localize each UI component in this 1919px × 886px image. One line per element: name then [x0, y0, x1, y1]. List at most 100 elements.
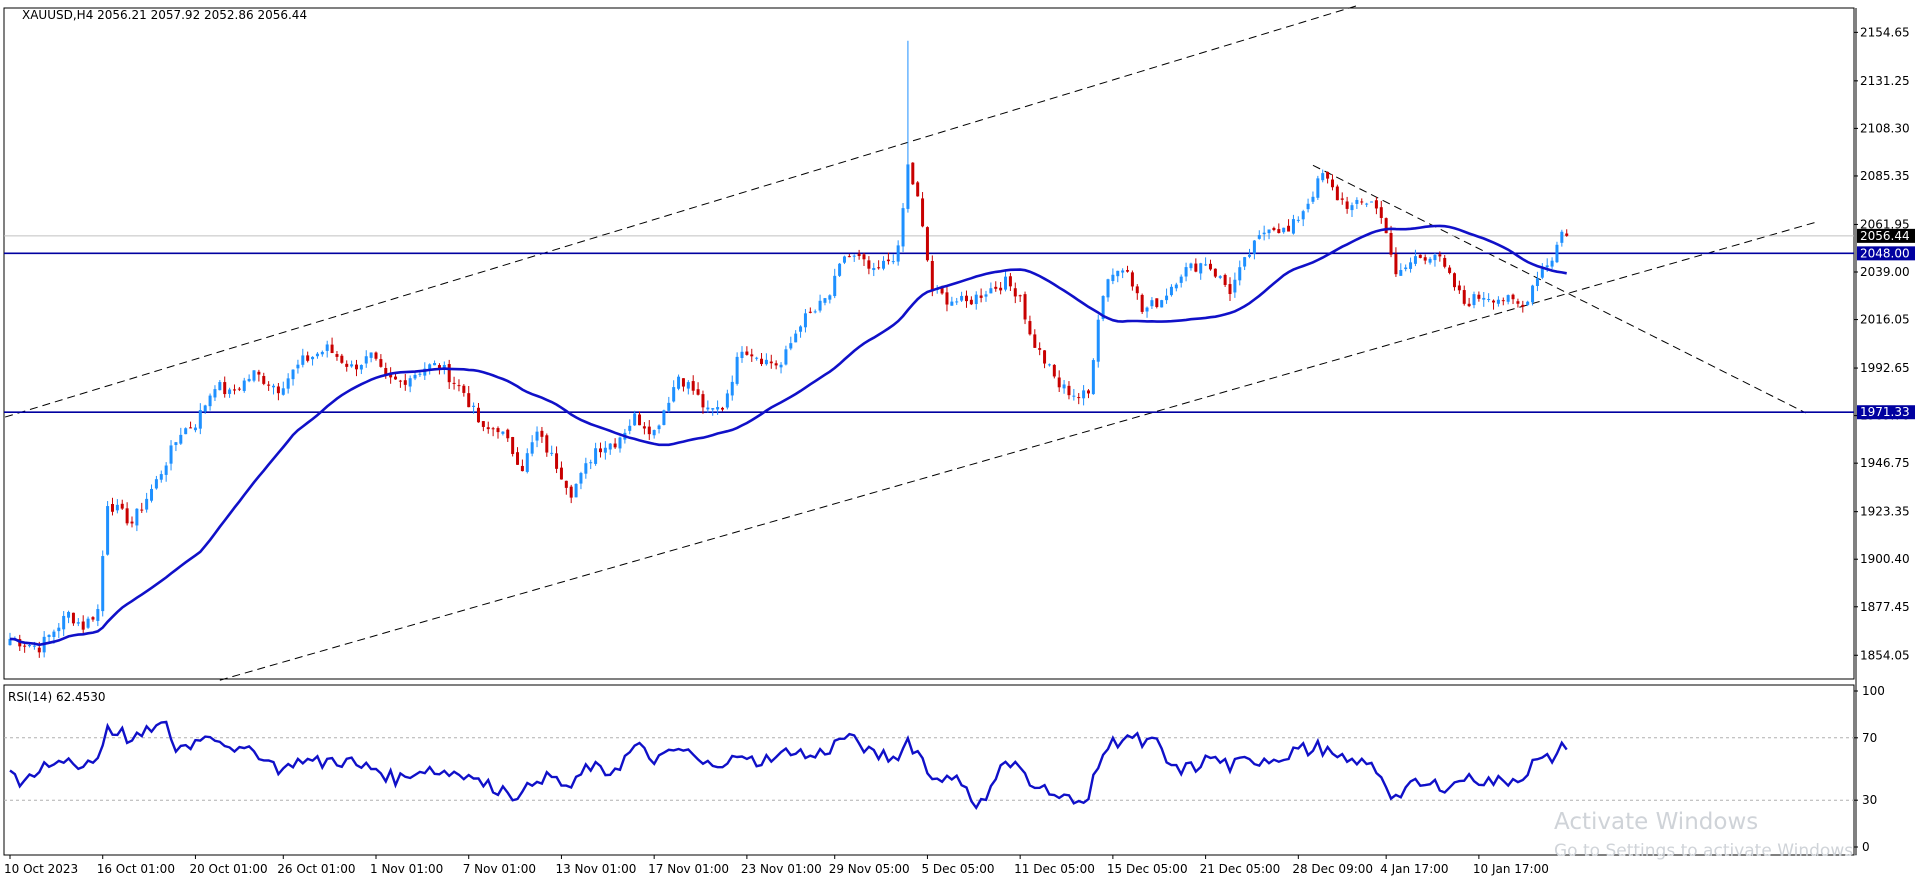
candle-body	[276, 386, 280, 394]
candle-body	[745, 351, 749, 355]
candle-body	[818, 300, 822, 311]
candle-body	[37, 647, 41, 653]
candle-body	[1267, 229, 1271, 234]
candle-body	[291, 369, 295, 380]
candle-body	[1091, 360, 1095, 395]
candle-body	[1443, 257, 1447, 267]
candle-body	[369, 352, 373, 358]
candle-body	[686, 382, 690, 389]
candle-body	[945, 292, 949, 305]
trend-channel-line	[4, 5, 1358, 418]
price-tick-label: 1923.35	[1860, 505, 1910, 519]
candle-body	[638, 414, 642, 426]
candle-body	[1052, 364, 1056, 377]
candle-body	[1457, 285, 1461, 291]
candle-body	[1516, 301, 1520, 304]
candle-body	[125, 508, 129, 524]
candle-body	[877, 267, 881, 269]
candle-body	[359, 365, 363, 370]
candle-body	[403, 380, 407, 385]
time-tick-label: 16 Oct 01:00	[97, 862, 175, 876]
time-tick-label: 10 Oct 2023	[4, 862, 78, 876]
candle-body	[62, 615, 66, 630]
candle-body	[1452, 273, 1456, 288]
price-pane-frame	[3, 7, 1855, 680]
candle-body	[559, 467, 563, 480]
candle-body	[779, 364, 783, 368]
candle-body	[1511, 294, 1515, 300]
price-tick-label: 2016.05	[1860, 313, 1910, 327]
candle-body	[784, 349, 788, 365]
candle-body	[1194, 263, 1198, 272]
candle-body	[228, 389, 232, 394]
candle-body	[1106, 279, 1110, 298]
candle-body	[1257, 235, 1261, 239]
rsi-pane-frame	[3, 684, 1855, 856]
candle-body	[1565, 233, 1569, 236]
candle-body	[1531, 285, 1535, 303]
candle-body	[1082, 390, 1086, 399]
candle-body	[428, 364, 432, 370]
candle-body	[1023, 294, 1027, 320]
candle-body	[1448, 267, 1452, 273]
time-tick-label: 26 Oct 01:00	[277, 862, 355, 876]
candle-body	[81, 621, 85, 630]
candle-body	[628, 425, 632, 431]
candle-body	[691, 381, 695, 391]
candle-body	[696, 389, 700, 395]
candle-body	[354, 364, 358, 370]
candle-body	[598, 448, 602, 453]
candle-body	[1150, 300, 1154, 307]
candle-body	[1111, 274, 1115, 282]
candle-body	[1560, 231, 1564, 243]
trend-channel-line	[1312, 164, 1807, 414]
candle-body	[720, 407, 724, 410]
candle-body	[838, 263, 842, 276]
candle-body	[1101, 296, 1105, 319]
candle-body	[911, 162, 915, 185]
candle-body	[550, 452, 554, 454]
candle-body	[1223, 274, 1227, 285]
candle-body	[198, 410, 202, 429]
rsi-pane[interactable]: 100 70 30 0	[3, 684, 1885, 856]
candle-body	[950, 301, 954, 306]
rsi-title: RSI(14) 62.4530	[8, 690, 106, 704]
candle-body	[984, 294, 988, 297]
candle-body	[1306, 203, 1310, 210]
price-pane[interactable]: 2154.65 2131.25 2108.30 2085.35 2061.95 2039.…	[3, 5, 1915, 681]
candle-body	[1135, 286, 1139, 294]
candle-body	[135, 508, 139, 526]
candle-body	[1155, 298, 1159, 307]
candle-body	[76, 622, 80, 624]
candle-body	[481, 421, 485, 427]
candle-body	[1272, 227, 1276, 231]
candle-body	[794, 333, 798, 343]
candle-body	[1340, 198, 1344, 200]
candle-body	[115, 504, 119, 511]
candle-body	[1018, 295, 1022, 297]
time-tick-label: 23 Nov 01:00	[741, 862, 822, 876]
candle-body	[1165, 295, 1169, 301]
candle-body	[725, 393, 729, 408]
candle-body	[603, 447, 607, 453]
candle-body	[1057, 377, 1061, 388]
candle-body	[1008, 276, 1012, 287]
candle-body	[467, 393, 471, 408]
candle-body	[213, 389, 217, 398]
candle-body	[1160, 300, 1164, 308]
rsi-tick-label: 70	[1862, 731, 1877, 745]
candle-body	[901, 208, 905, 247]
candle-body	[1413, 256, 1417, 264]
candle-body	[525, 453, 529, 472]
candle-body	[1404, 267, 1408, 270]
moving-average-line	[9, 224, 1567, 647]
candle-body	[594, 448, 598, 464]
time-tick-label: 20 Oct 01:00	[189, 862, 267, 876]
time-tick-label: 11 Dec 05:00	[1014, 862, 1095, 876]
candle-body	[1086, 390, 1090, 394]
candle-body	[1028, 321, 1032, 335]
candle-body	[540, 430, 544, 437]
candle-body	[1301, 211, 1305, 220]
candle-body	[1233, 279, 1237, 293]
